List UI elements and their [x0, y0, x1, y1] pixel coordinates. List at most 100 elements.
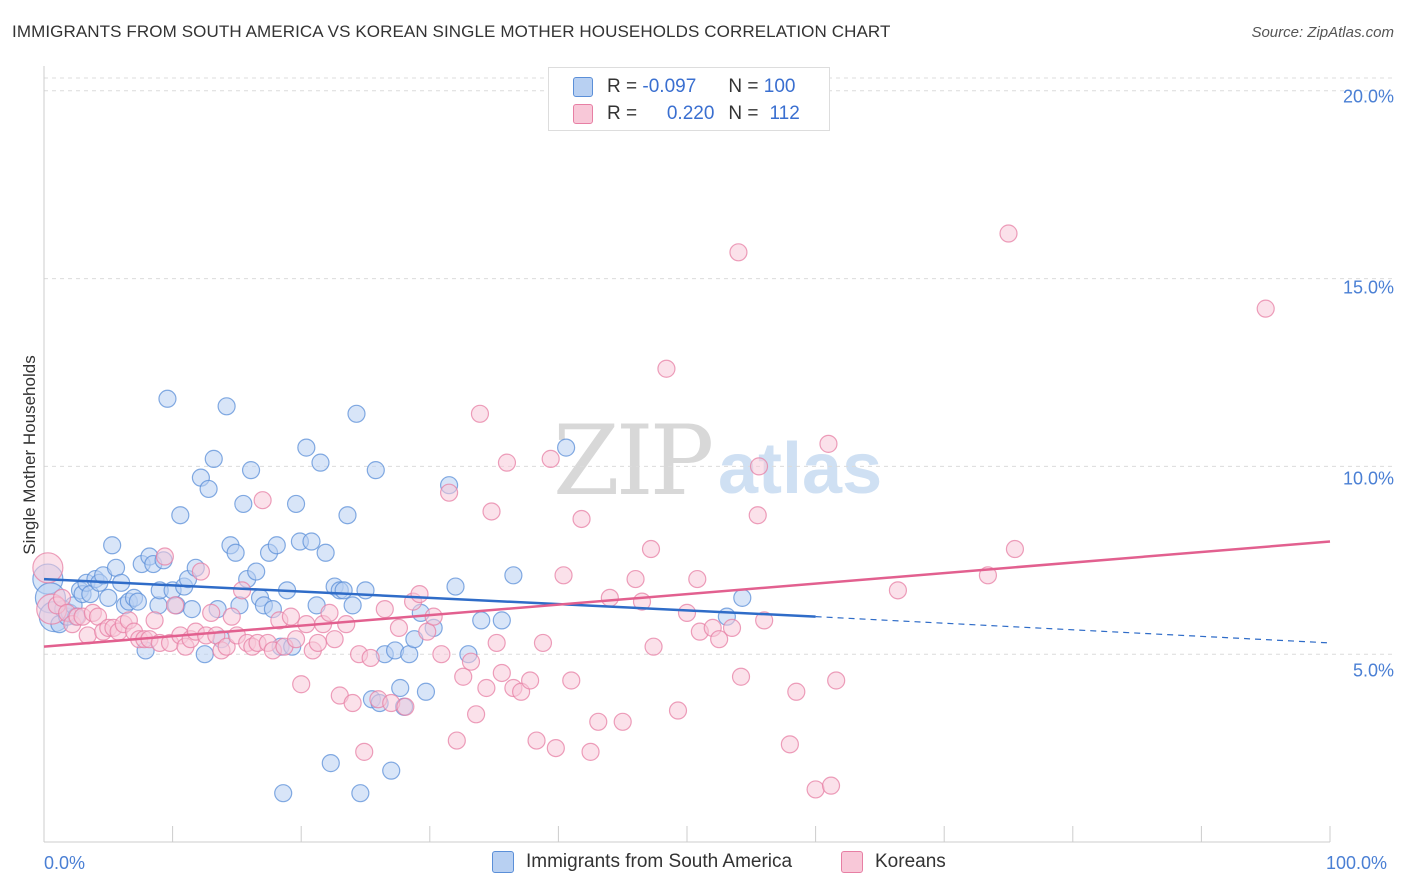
blue-point-68 [316, 543, 335, 562]
pink-point-119 [827, 671, 846, 690]
pink-point-78 [477, 678, 496, 698]
blue-point-23 [128, 592, 147, 611]
pink-point-49 [292, 675, 311, 694]
pink-point-0 [32, 552, 64, 584]
blue-point-62 [286, 494, 306, 514]
pink-point-63 [375, 600, 394, 619]
blue-point-79 [366, 461, 385, 480]
blue-point-76 [351, 784, 370, 803]
blue-point-16 [99, 588, 118, 607]
blue-point-69 [321, 754, 340, 773]
pink-point-114 [780, 735, 799, 754]
blue-point-18 [106, 558, 126, 577]
pink-swatch [573, 104, 593, 124]
pink-point-81 [492, 663, 511, 683]
pink-point-30 [191, 562, 210, 581]
pink-point-77 [470, 404, 490, 423]
pink-point-108 [722, 618, 742, 638]
pink-point-3 [52, 588, 72, 607]
blue-point-51 [241, 461, 261, 480]
pink-point-72 [439, 483, 459, 502]
blue-point-67 [311, 453, 330, 472]
pink-point-79 [482, 502, 501, 521]
legend-swatch-blue [492, 851, 514, 873]
legend-item-koreans: Koreans [841, 851, 946, 873]
pink-point-61 [361, 648, 380, 668]
blue-point-72 [334, 581, 353, 600]
pink-point-91 [562, 671, 581, 690]
pink-point-89 [546, 738, 565, 758]
blue-point-97 [557, 438, 576, 457]
r-value-blue: -0.097 [642, 76, 697, 97]
pink-point-107 [710, 630, 729, 649]
pink-point-110 [731, 667, 751, 686]
blue-point-99 [733, 588, 752, 607]
blue-trend-extension [815, 616, 1331, 644]
pink-point-109 [729, 243, 748, 262]
blue-point-40 [195, 645, 214, 664]
blue-point-59 [274, 784, 293, 803]
blue-point-64 [297, 438, 316, 457]
watermark-zip: ZIP [553, 405, 714, 517]
pink-point-65 [389, 618, 409, 638]
pink-point-71 [432, 645, 451, 664]
r-value-pink: 0.220 [666, 103, 715, 124]
blue-point-57 [267, 536, 286, 555]
y-tick-10: 10.0% [1342, 468, 1394, 489]
blue-point-28 [149, 596, 168, 615]
pink-point-82 [497, 453, 517, 472]
pink-point-32 [202, 603, 221, 622]
pink-point-58 [343, 693, 362, 713]
pink-point-118 [821, 776, 841, 795]
pink-point-92 [572, 509, 591, 529]
pink-point-101 [657, 359, 676, 378]
pink-point-103 [677, 603, 697, 622]
x-tick-min: 0.0% [44, 853, 86, 873]
pink-point-116 [806, 780, 825, 799]
n-value-blue: 100 [763, 76, 796, 97]
pink-point-124 [1256, 299, 1275, 318]
pink-point-74 [454, 667, 473, 686]
stats-row-pink: R = 0.220 N = 112 [573, 101, 800, 127]
blue-point-45 [217, 397, 236, 416]
legend-item-south-america: Immigrants from South America [492, 851, 792, 873]
blue-point-86 [400, 645, 419, 664]
blue-point-96 [504, 566, 523, 585]
pink-point-120 [888, 581, 908, 600]
pink-point-68 [410, 584, 429, 604]
pink-point-36 [222, 607, 241, 626]
blue-point-84 [391, 678, 410, 698]
pink-point-104 [688, 569, 707, 589]
pink-point-87 [533, 633, 553, 653]
pink-point-93 [581, 742, 600, 761]
n-value-pink: 112 [769, 103, 800, 124]
blue-point-73 [338, 506, 357, 525]
pink-point-42 [253, 491, 272, 510]
pink-point-54 [320, 603, 339, 622]
stats-legend: R = -0.097 N = 100 R = 0.220 N = 112 [548, 67, 830, 131]
pink-point-95 [600, 588, 619, 607]
blue-point-52 [247, 562, 266, 581]
pink-point-111 [748, 506, 767, 525]
y-tick-20: 20.0% [1342, 86, 1394, 107]
pink-point-85 [521, 671, 540, 690]
pink-point-88 [541, 449, 560, 468]
pink-trend-line [43, 540, 1331, 648]
blue-point-74 [343, 596, 362, 615]
blue-point-31 [158, 389, 177, 408]
pink-point-70 [424, 607, 443, 626]
pink-point-69 [418, 622, 437, 641]
pink-point-90 [554, 566, 573, 585]
blue-point-17 [103, 536, 122, 555]
pink-point-117 [819, 434, 838, 453]
legend-swatch-pink [841, 851, 863, 873]
pink-point-75 [461, 652, 481, 671]
pink-point-57 [337, 615, 356, 634]
pink-point-48 [286, 630, 306, 649]
stats-row-blue: R = -0.097 N = 100 [573, 74, 795, 100]
r-label: R = [607, 76, 638, 97]
blue-point-41 [199, 479, 218, 499]
y-tick-5: 5.0% [1352, 660, 1394, 681]
r-label: R = [607, 103, 638, 124]
